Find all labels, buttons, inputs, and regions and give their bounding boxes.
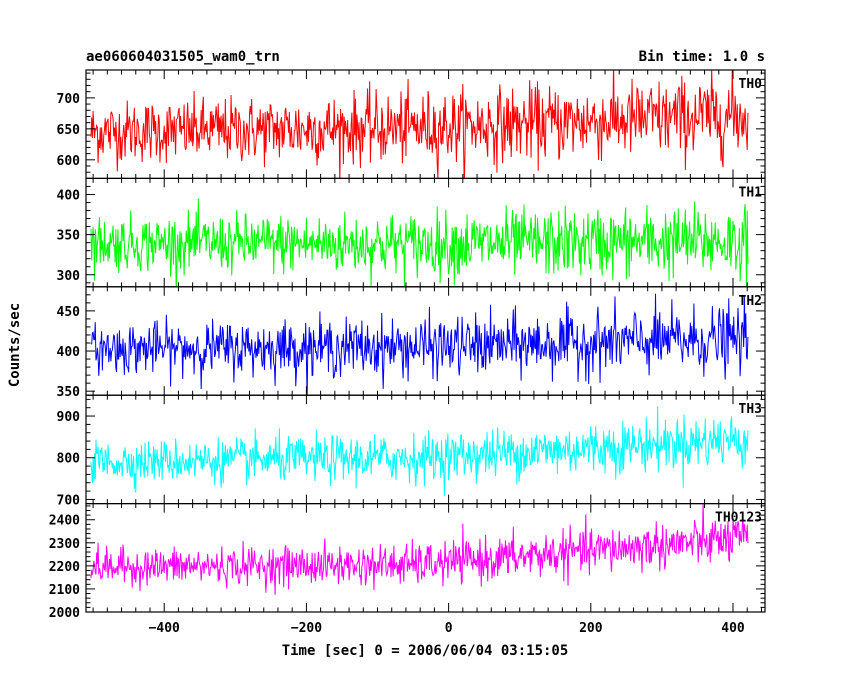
x-tick-label: 0	[445, 621, 453, 636]
chart-title: ae060604031505_wam0_trn	[86, 49, 280, 65]
panel-label-th0123: TH0123	[715, 511, 762, 526]
series-th0	[90, 70, 749, 179]
panel-label-th3: TH3	[739, 402, 762, 417]
y-tick-label: 700	[57, 92, 81, 107]
y-tick-label: 350	[57, 229, 81, 244]
panel-frame	[85, 503, 766, 613]
panel-label-th2: TH2	[739, 294, 762, 309]
y-tick-label: 400	[57, 188, 81, 203]
x-tick-label: 400	[721, 621, 745, 636]
panel-label-th1: TH1	[739, 185, 763, 200]
x-axis: −400 −200 0 200 400	[149, 621, 745, 636]
y-tick-label: 2100	[49, 583, 80, 598]
panel-th0123: 2000 2100 2200 2300 2400 TH0123	[49, 503, 766, 621]
y-tick-label: 650	[57, 123, 81, 138]
series-th1	[90, 198, 749, 287]
panel-th3: 700 800 900 TH3	[57, 394, 766, 508]
panel-label-th0: TH0	[739, 77, 763, 92]
y-tick-label: 400	[57, 345, 81, 360]
panel-th2: 350 400 450 TH2	[57, 286, 766, 400]
y-tick-label: 900	[57, 410, 81, 425]
y-tick-label: 2200	[49, 560, 80, 575]
y-tick-label: 600	[57, 154, 81, 169]
panel-th1: 300 350 400 TH1	[57, 177, 766, 288]
y-tick-label: 800	[57, 452, 81, 467]
y-tick-label: 350	[57, 385, 81, 400]
panel-th0: 600 650 700 TH0	[57, 69, 766, 180]
y-tick-label: 300	[57, 269, 81, 284]
series-th3	[90, 406, 749, 497]
x-axis-label: Time [sec] 0 = 2006/06/04 03:15:05	[282, 643, 569, 659]
x-tick-label: −400	[149, 621, 180, 636]
series-th2	[90, 293, 749, 396]
series-th0123	[90, 503, 749, 595]
y-tick-label: 450	[57, 305, 81, 320]
y-tick-label: 700	[57, 493, 81, 508]
panels-group: 600 650 700 TH0 300 350 400 TH1 350 400 450 TH2 700 8…	[49, 69, 766, 621]
y-axis-label: Counts/sec	[7, 303, 23, 387]
x-tick-label: 200	[579, 621, 603, 636]
x-tick-label: −200	[291, 621, 322, 636]
y-tick-label: 2400	[49, 514, 80, 529]
y-tick-label: 2000	[49, 606, 80, 621]
bin-time-label: Bin time: 1.0 s	[639, 49, 765, 65]
y-tick-label: 2300	[49, 537, 80, 552]
